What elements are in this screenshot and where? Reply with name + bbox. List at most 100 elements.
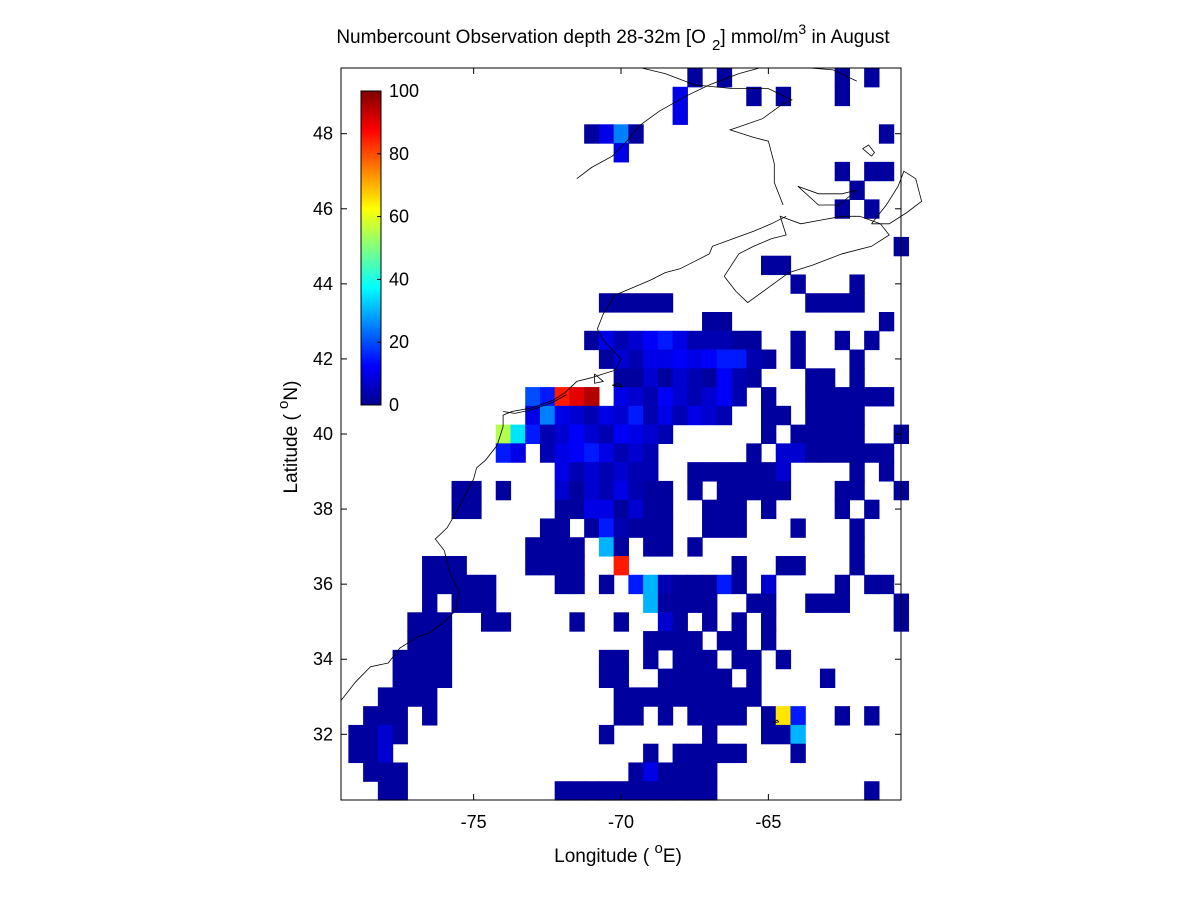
heatmap-cell — [392, 668, 408, 688]
heatmap-cell — [392, 762, 408, 782]
heatmap-cell — [702, 781, 718, 801]
heatmap-cell — [613, 124, 629, 144]
heatmap-cell — [628, 443, 644, 463]
heatmap-cell — [525, 556, 541, 576]
heatmap-cell — [819, 387, 836, 407]
heatmap-cell — [878, 161, 895, 182]
heatmap-cell — [554, 518, 571, 538]
heatmap-cell — [864, 68, 880, 88]
y-tick-label: 34 — [313, 649, 333, 669]
heatmap-cell — [584, 124, 600, 144]
heatmap-cell — [554, 574, 571, 595]
heatmap-cell — [628, 405, 644, 426]
heatmap-cell — [392, 781, 408, 801]
heatmap-cell — [392, 724, 408, 745]
heatmap-cell — [805, 443, 821, 463]
heatmap-cell — [569, 480, 585, 501]
heatmap-cell — [363, 724, 379, 745]
heatmap-cell — [643, 574, 659, 595]
heatmap-cell — [584, 424, 600, 444]
heatmap-cell — [598, 781, 615, 801]
heatmap-cell — [539, 537, 556, 557]
heatmap-cell — [746, 349, 762, 369]
heatmap-cell — [657, 762, 674, 782]
heatmap-cell — [834, 387, 851, 407]
heatmap-cell — [805, 293, 821, 313]
heatmap-cell — [377, 781, 394, 801]
heatmap-cell — [569, 405, 585, 426]
heatmap-cell — [643, 387, 659, 407]
heatmap-cell — [628, 462, 644, 482]
heatmap-cell — [613, 556, 629, 576]
heatmap-cell — [849, 443, 865, 463]
heatmap-cell — [761, 612, 777, 632]
heatmap-cell — [775, 706, 792, 726]
coastline-segment — [871, 170, 923, 225]
heatmap-cell — [377, 724, 394, 745]
heatmap-cell — [554, 499, 571, 520]
heatmap-cell — [525, 387, 541, 407]
heatmap-cell — [702, 762, 718, 782]
heatmap-cell — [702, 612, 718, 632]
heatmap-cell — [643, 480, 659, 501]
heatmap-cell — [628, 424, 644, 444]
heatmap-cell — [746, 593, 762, 613]
heatmap-cell — [702, 593, 718, 613]
heatmap-cell — [436, 668, 453, 688]
heatmap-cell — [554, 781, 571, 801]
heatmap-cell — [819, 593, 836, 613]
heatmap-cell — [834, 330, 851, 351]
heatmap-cell — [790, 424, 806, 444]
heatmap-cell — [628, 574, 644, 595]
heatmap-cell — [436, 574, 453, 595]
heatmap-cell — [716, 330, 733, 351]
heatmap-cell — [746, 86, 762, 107]
heatmap-cell — [790, 556, 806, 576]
heatmap-cell — [775, 556, 792, 576]
coastline-segment — [723, 215, 890, 304]
heatmap-cell — [687, 349, 703, 369]
heatmap-cell — [731, 368, 747, 388]
heatmap-cell — [657, 631, 674, 651]
heatmap-cell — [702, 330, 718, 351]
heatmap-cell — [716, 668, 733, 688]
heatmap-cell — [761, 499, 777, 520]
heatmap-cell — [864, 781, 880, 801]
heatmap-cell — [657, 330, 674, 351]
heatmap-cell — [849, 387, 865, 407]
heatmap-cell — [864, 161, 880, 182]
heatmap-cell — [363, 762, 379, 782]
heatmap-cell — [348, 743, 364, 764]
heatmap-cell — [643, 781, 659, 801]
heatmap-cell — [790, 443, 806, 463]
heatmap-cell — [363, 743, 379, 764]
heatmap-cell — [348, 724, 364, 745]
heatmap-cell — [569, 443, 585, 463]
heatmap-cell — [864, 330, 880, 351]
heatmap-cell — [510, 443, 526, 463]
heatmap-cell — [716, 480, 733, 501]
heatmap-cell — [849, 462, 865, 482]
heatmap-cell — [716, 574, 733, 595]
heatmap-cell — [731, 349, 747, 369]
heatmap-cell — [775, 405, 792, 426]
heatmap-cell — [672, 330, 688, 351]
heatmap-cell — [819, 293, 836, 313]
heatmap-cell — [805, 424, 821, 444]
heatmap-cell — [466, 480, 482, 501]
heatmap-cell — [702, 687, 718, 707]
heatmap-cell — [746, 649, 762, 670]
heatmap-cell — [864, 387, 880, 407]
heatmap-cell — [377, 706, 394, 726]
heatmap-cell — [687, 687, 703, 707]
heatmap-cell — [672, 687, 688, 707]
heatmap-cell — [687, 368, 703, 388]
heatmap-cell — [584, 443, 600, 463]
heatmap-cell — [702, 574, 718, 595]
y-tick-label: 36 — [313, 574, 333, 594]
heatmap-cell — [761, 349, 777, 369]
heatmap-cell — [569, 556, 585, 576]
heatmap-cell — [672, 593, 688, 613]
heatmap-cell — [377, 743, 394, 764]
colorbar-ticks: 0 20 40 60 80 100 — [377, 81, 419, 415]
